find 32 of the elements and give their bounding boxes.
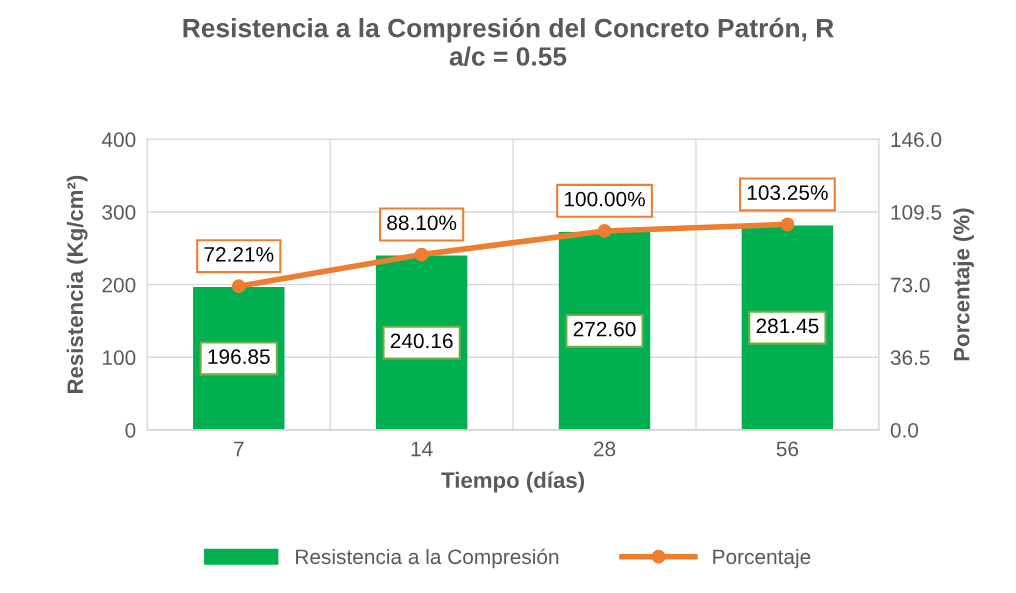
y-tick-label: 300: [102, 205, 136, 220]
legend-label: Resistencia a la Compresión: [296, 548, 559, 569]
y-axis-title: Resistencia (Kg/cm²): [66, 175, 88, 394]
data-label: 88.10%: [387, 215, 457, 231]
point: [597, 223, 612, 238]
data-label: 272.60: [573, 321, 636, 337]
y-tick-label: 100: [103, 350, 136, 366]
data-label: 100.00%: [564, 191, 645, 207]
data-label: 196.85: [208, 349, 270, 365]
legend-label: Porcentaje: [713, 548, 811, 569]
data-label: 240.16: [390, 333, 453, 349]
x-tick-label: 14: [411, 441, 433, 457]
y-tick-label: 200: [102, 277, 136, 293]
data-label: 72.21%: [204, 247, 274, 262]
x-tick-label: 56: [776, 441, 799, 457]
y2-tick-label: 36.5: [890, 350, 930, 366]
y-tick-label: 0: [125, 422, 136, 438]
point: [231, 279, 246, 294]
point: [414, 247, 429, 262]
data-label: 281.45: [756, 318, 819, 334]
x-tick-label: 7: [234, 441, 244, 457]
point: [780, 217, 795, 232]
y2-tick-label: 0.0: [890, 422, 919, 438]
y2-tick-label: 73.0: [891, 277, 930, 293]
y2-tick-label: 146.0: [891, 132, 942, 148]
y2-tick-label: 109.5: [891, 205, 942, 220]
chart-title: Resistencia a la Compresión del Concreto Patrón, R a/c = 0.55: [183, 17, 834, 67]
data-label: 103.25%: [747, 185, 828, 200]
x-axis-title: Tiempo (días): [441, 471, 585, 493]
x-tick-label: 28: [593, 441, 616, 457]
y2-axis-title: Porcentaje (%): [953, 208, 974, 361]
y-tick-label: 400: [101, 132, 136, 148]
